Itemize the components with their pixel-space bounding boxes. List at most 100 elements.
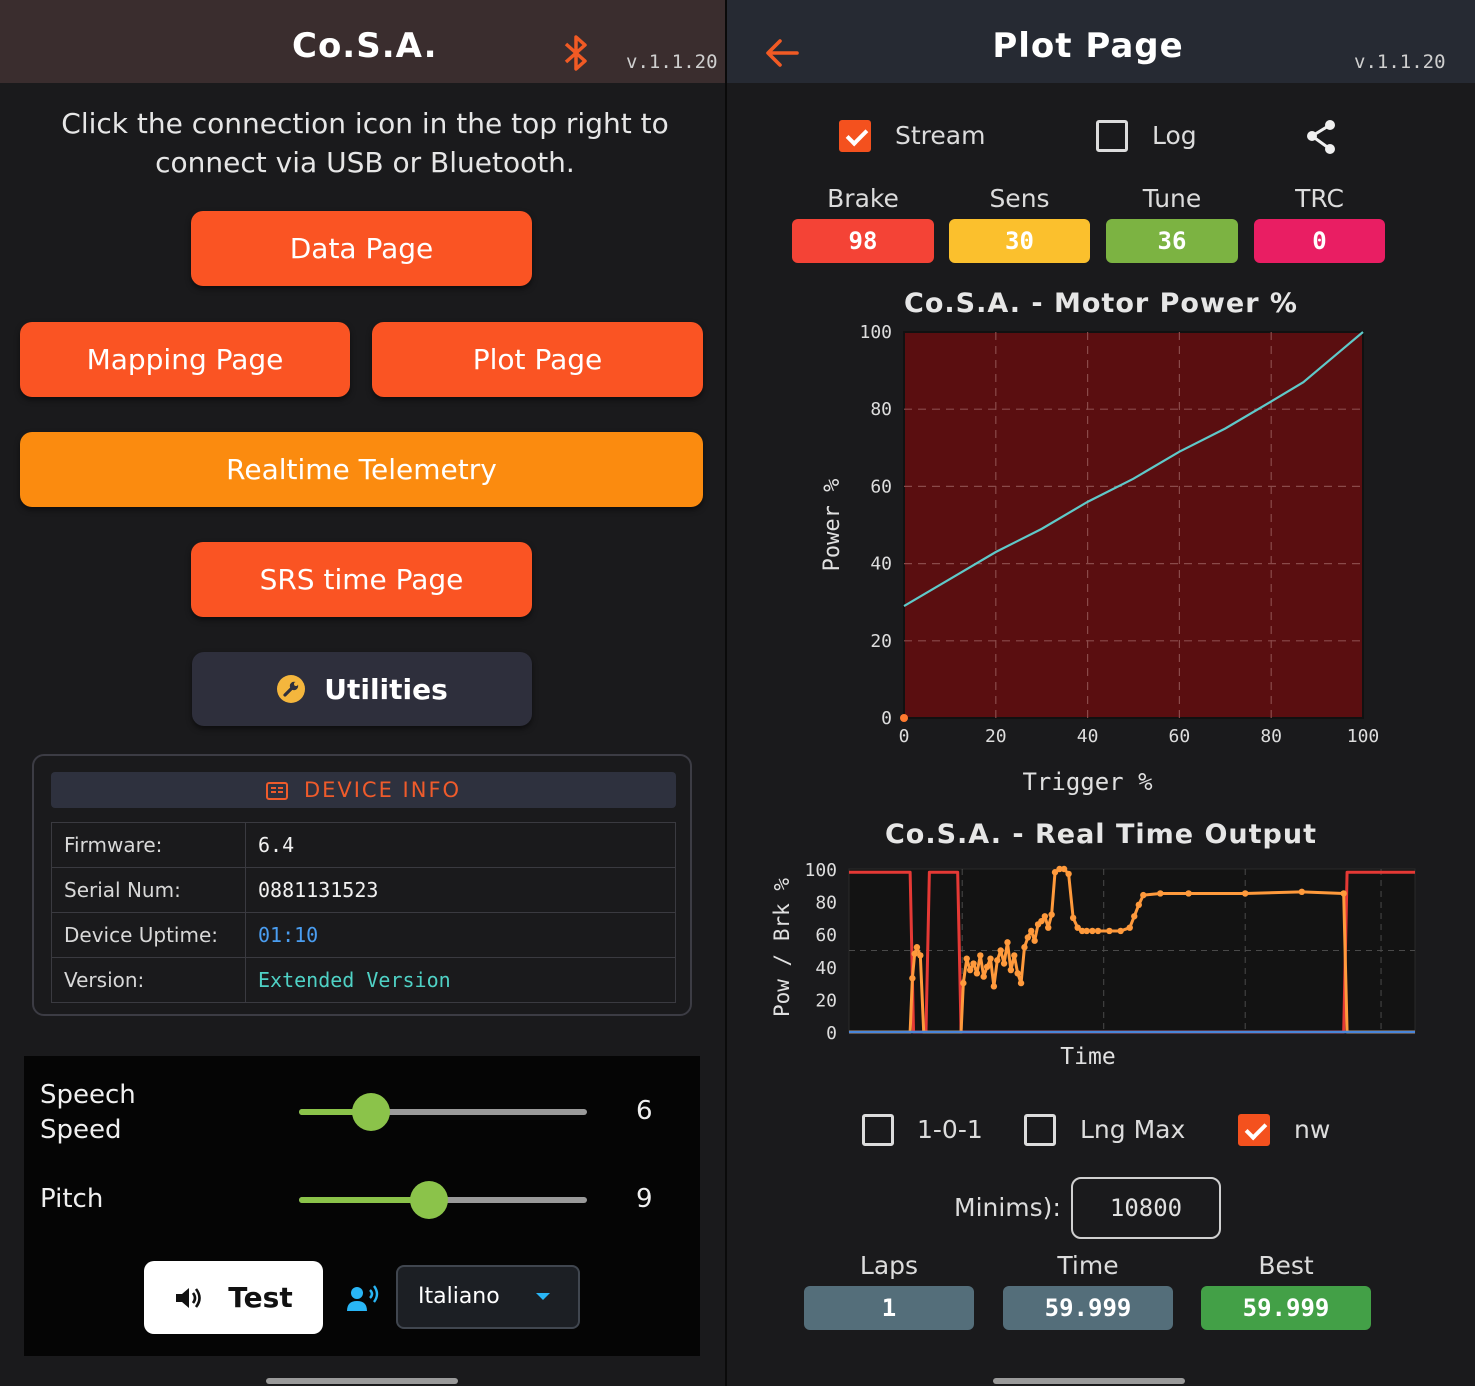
connection-hint: Click the connection icon in the top rig…: [61, 107, 669, 179]
plot-header: Plot Page v.1.1.20: [727, 0, 1475, 83]
speech-speed-slider[interactable]: [299, 1092, 587, 1132]
language-select[interactable]: Italiano: [396, 1265, 580, 1329]
speech-settings-panel: Speech Speed 6 Pitch 9 Test: [24, 1056, 700, 1356]
speech-speed-thumb[interactable]: [352, 1093, 390, 1131]
option-101-checkbox[interactable]: [862, 1114, 894, 1146]
main-screen: Co.S.A. v.1.1.20 Click the connection ic…: [0, 0, 725, 1386]
option-101-label: 1-0-1: [917, 1115, 983, 1144]
srs-time-page-button[interactable]: SRS time Page: [191, 542, 532, 617]
series-point: [1135, 901, 1142, 909]
series-point: [1074, 924, 1081, 931]
realtime-telemetry-button[interactable]: Realtime Telemetry: [20, 432, 703, 507]
y-tick-label: 60: [870, 476, 892, 497]
sens-value: 30: [949, 219, 1090, 263]
mapping-page-button[interactable]: Mapping Page: [20, 322, 350, 397]
utilities-label: Utilities: [324, 672, 448, 706]
nw-checkbox[interactable]: [1238, 1114, 1270, 1146]
test-label: Test: [228, 1281, 293, 1314]
serial-key: Serial Num:: [51, 867, 246, 913]
app-version: v.1.1.20: [626, 51, 718, 73]
language-value: Italiano: [418, 1284, 500, 1309]
firmware-key: Firmware:: [51, 822, 246, 868]
best-label: Best: [1258, 1251, 1314, 1280]
lng-max-checkbox[interactable]: [1024, 1114, 1056, 1146]
series-point: [1106, 927, 1113, 935]
app-header: Co.S.A. v.1.1.20: [0, 0, 725, 83]
brake-value: 98: [792, 219, 934, 263]
firmware-value: 6.4: [245, 822, 676, 868]
share-icon[interactable]: [1304, 119, 1338, 155]
plot-screen: Plot Page v.1.1.20 Stream Log Brake 98 S…: [727, 0, 1475, 1386]
series-point: [1069, 914, 1077, 922]
tune-value: 36: [1106, 219, 1238, 263]
series-point: [1078, 927, 1086, 935]
laps-value: 1: [804, 1286, 974, 1330]
navigation-handle[interactable]: [266, 1378, 458, 1384]
y-axis-label: Pow / Brk %: [770, 878, 794, 1017]
motor-power-chart-title: Co.S.A. - Motor Power %: [904, 288, 1298, 319]
series-point: [917, 952, 924, 959]
series-point: [1185, 890, 1192, 897]
speech-speed-label: Speech Speed: [40, 1080, 136, 1145]
series-point: [1041, 913, 1049, 920]
version-value: Extended Version: [245, 957, 676, 1003]
table-row: Serial Num: 0881131523: [51, 867, 676, 913]
speech-speed-value: 6: [636, 1096, 653, 1126]
y-tick-label: 80: [870, 399, 892, 420]
time-label: Time: [1057, 1251, 1119, 1280]
speaker-icon: [174, 1284, 206, 1312]
series-point: [973, 970, 981, 977]
y-tick-label: 100: [804, 860, 837, 881]
app-title: Co.S.A.: [292, 26, 438, 66]
series-point: [987, 955, 994, 962]
series-point: [1024, 934, 1032, 941]
navigation-handle[interactable]: [993, 1378, 1185, 1384]
motor-power-chart: 0 20 40 60 80 100 0 20 40 60 80 100 Power % Trigger %: [820, 322, 1379, 796]
device-info-table: Firmware: 6.4 Serial Num: 0881131523 Dev…: [51, 822, 676, 1003]
series-point: [913, 944, 921, 951]
trc-value: 0: [1254, 219, 1385, 263]
y-tick-label: 80: [815, 893, 837, 914]
series-point: [980, 973, 987, 980]
x-tick-label: 60: [1169, 726, 1191, 747]
series-point: [911, 950, 918, 957]
series-point: [1094, 927, 1102, 935]
y-tick-label: 20: [815, 990, 837, 1011]
pitch-slider[interactable]: [299, 1180, 587, 1220]
series-point: [1298, 888, 1305, 896]
table-row: Firmware: 6.4: [51, 822, 676, 868]
series-point: [983, 963, 991, 970]
stream-label: Stream: [895, 121, 986, 150]
series-point: [1089, 927, 1096, 935]
minims-label: Minims):: [954, 1193, 1061, 1222]
best-value: 59.999: [1201, 1286, 1371, 1330]
bluetooth-icon[interactable]: [560, 33, 592, 73]
plot-page-button[interactable]: Plot Page: [372, 322, 703, 397]
pitch-thumb[interactable]: [409, 1181, 448, 1219]
series-point: [1048, 911, 1055, 918]
pitch-value: 9: [636, 1184, 653, 1214]
data-page-button[interactable]: Data Page: [191, 211, 532, 286]
series-point: [1140, 891, 1147, 899]
series-point: [1017, 979, 1025, 987]
table-row: Device Uptime: 01:10: [51, 912, 676, 958]
series-point: [1031, 937, 1038, 944]
y-tick-label: 0: [881, 708, 892, 729]
back-arrow-icon[interactable]: [765, 38, 799, 68]
series-point: [1340, 890, 1347, 897]
series-point: [1038, 917, 1045, 925]
series-point: [1065, 870, 1072, 878]
test-speech-button[interactable]: Test: [144, 1261, 323, 1334]
minims-input[interactable]: 10800: [1071, 1177, 1221, 1239]
series-point: [1011, 952, 1018, 959]
info-card-icon: [265, 781, 288, 800]
series-point: [977, 952, 984, 959]
page-title: Plot Page: [992, 26, 1184, 66]
tune-label: Tune: [1142, 184, 1202, 213]
series-point: [909, 975, 916, 982]
utilities-button[interactable]: Utilities: [192, 652, 532, 726]
plot-version: v.1.1.20: [1354, 51, 1446, 73]
log-checkbox[interactable]: [1096, 120, 1128, 152]
series-point: [960, 979, 967, 987]
stream-checkbox[interactable]: [839, 120, 871, 152]
